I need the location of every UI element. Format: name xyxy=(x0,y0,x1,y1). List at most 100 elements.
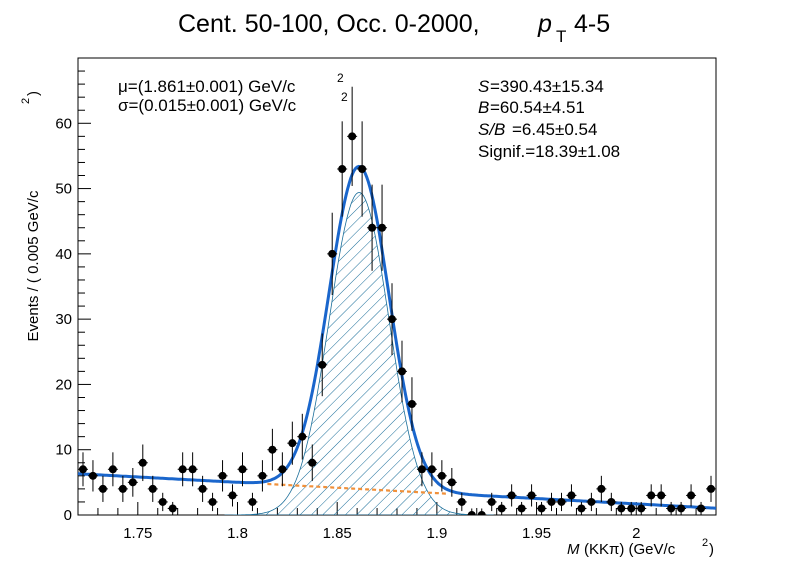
data-marker xyxy=(168,504,177,513)
data-marker xyxy=(607,497,616,506)
data-point xyxy=(636,501,647,515)
fit-sb-label: S/B xyxy=(478,120,505,139)
data-point xyxy=(187,452,198,487)
data-marker xyxy=(108,465,117,474)
y-tick-label: 50 xyxy=(55,181,72,198)
data-point xyxy=(267,428,278,471)
data-marker xyxy=(467,511,476,515)
x-axis-label-var: M xyxy=(567,541,580,558)
data-marker xyxy=(707,484,716,493)
data-marker xyxy=(657,491,666,500)
data-point xyxy=(496,501,507,515)
data-point xyxy=(357,121,368,217)
data-point xyxy=(347,86,358,186)
data-point xyxy=(566,484,577,507)
data-marker xyxy=(368,223,377,232)
data-marker xyxy=(547,497,556,506)
data-point xyxy=(576,501,587,515)
y-axis-ticks: 0 10 20 30 40 50 60 xyxy=(55,57,91,524)
x-tick-label: 1.75 xyxy=(123,525,152,542)
data-marker xyxy=(188,465,197,474)
data-marker xyxy=(517,504,526,513)
data-point xyxy=(606,492,617,512)
fit-signal-value: =390.43±15.34 xyxy=(490,77,604,96)
data-point xyxy=(217,460,228,492)
data-marker xyxy=(118,484,127,493)
data-point xyxy=(387,283,397,356)
fit-background-label: B xyxy=(478,98,489,117)
data-point xyxy=(117,475,128,502)
data-point xyxy=(416,452,427,487)
fit-significance: Signif.=18.39±1.08 xyxy=(478,142,620,161)
data-point xyxy=(546,492,557,512)
signal-gaussian-area xyxy=(224,192,494,515)
fit-sigma-sup: 2 xyxy=(341,90,348,104)
data-point xyxy=(406,377,417,431)
data-point xyxy=(177,452,188,487)
data-point xyxy=(466,508,477,515)
data-point xyxy=(107,452,118,487)
fit-sigma: σ=(0.015±0.001) GeV/c xyxy=(118,96,297,115)
data-point xyxy=(626,501,637,515)
data-point xyxy=(277,452,288,487)
data-marker xyxy=(138,458,147,467)
data-marker xyxy=(587,497,596,506)
data-marker xyxy=(637,504,646,513)
x-tick-label: 1.95 xyxy=(522,525,551,542)
data-point xyxy=(456,492,467,512)
data-marker xyxy=(248,497,257,506)
data-marker xyxy=(178,465,187,474)
data-marker xyxy=(318,360,327,369)
data-point xyxy=(426,452,437,487)
data-marker xyxy=(288,439,297,448)
data-marker xyxy=(308,458,317,467)
data-marker xyxy=(567,491,576,500)
title-pt-subscript: T xyxy=(556,27,566,46)
x-axis-label: (KKπ) (GeV/c xyxy=(584,541,676,558)
data-point xyxy=(646,484,657,507)
data-point xyxy=(436,460,447,492)
y-tick-label: 0 xyxy=(64,507,72,524)
data-marker xyxy=(128,478,137,487)
data-point xyxy=(516,501,527,515)
x-axis-label-sup: 2 xyxy=(702,537,708,549)
data-point xyxy=(446,467,457,497)
data-marker xyxy=(697,504,706,513)
data-point xyxy=(686,484,697,507)
y-tick-label: 30 xyxy=(55,311,72,328)
data-marker xyxy=(487,497,496,506)
data-marker xyxy=(218,471,227,480)
data-point xyxy=(367,184,378,271)
fit-background-value: =60.54±4.51 xyxy=(490,98,585,117)
data-point xyxy=(596,475,607,502)
data-marker xyxy=(228,491,237,500)
data-marker xyxy=(98,484,107,493)
y-tick-label: 20 xyxy=(55,376,72,393)
data-marker xyxy=(507,491,516,500)
data-marker xyxy=(338,164,347,173)
data-point xyxy=(307,444,318,482)
data-marker xyxy=(388,315,397,324)
data-point xyxy=(676,501,687,515)
data-marker xyxy=(537,504,546,513)
x-axis-label-close: ) xyxy=(709,541,714,558)
data-marker xyxy=(268,445,277,454)
fit-signal-label: S xyxy=(478,77,490,96)
fit-sb-value: =6.45±0.54 xyxy=(512,120,597,139)
data-points xyxy=(78,86,716,515)
chart-title: Cent. 50-100, Occ. 0-2000, xyxy=(178,10,480,38)
data-marker xyxy=(278,465,287,474)
data-point xyxy=(666,501,677,515)
data-point xyxy=(247,492,258,512)
data-point xyxy=(167,501,178,515)
y-axis-label: Events / ( 0.005 GeV/c xyxy=(25,190,42,341)
data-marker xyxy=(158,497,167,506)
data-marker xyxy=(477,511,486,515)
data-point xyxy=(706,475,716,502)
data-marker xyxy=(328,249,337,258)
data-marker xyxy=(298,432,307,441)
data-point xyxy=(586,492,597,512)
data-point xyxy=(526,484,537,507)
data-point xyxy=(486,492,497,512)
x-tick-label: 1.85 xyxy=(323,525,352,542)
